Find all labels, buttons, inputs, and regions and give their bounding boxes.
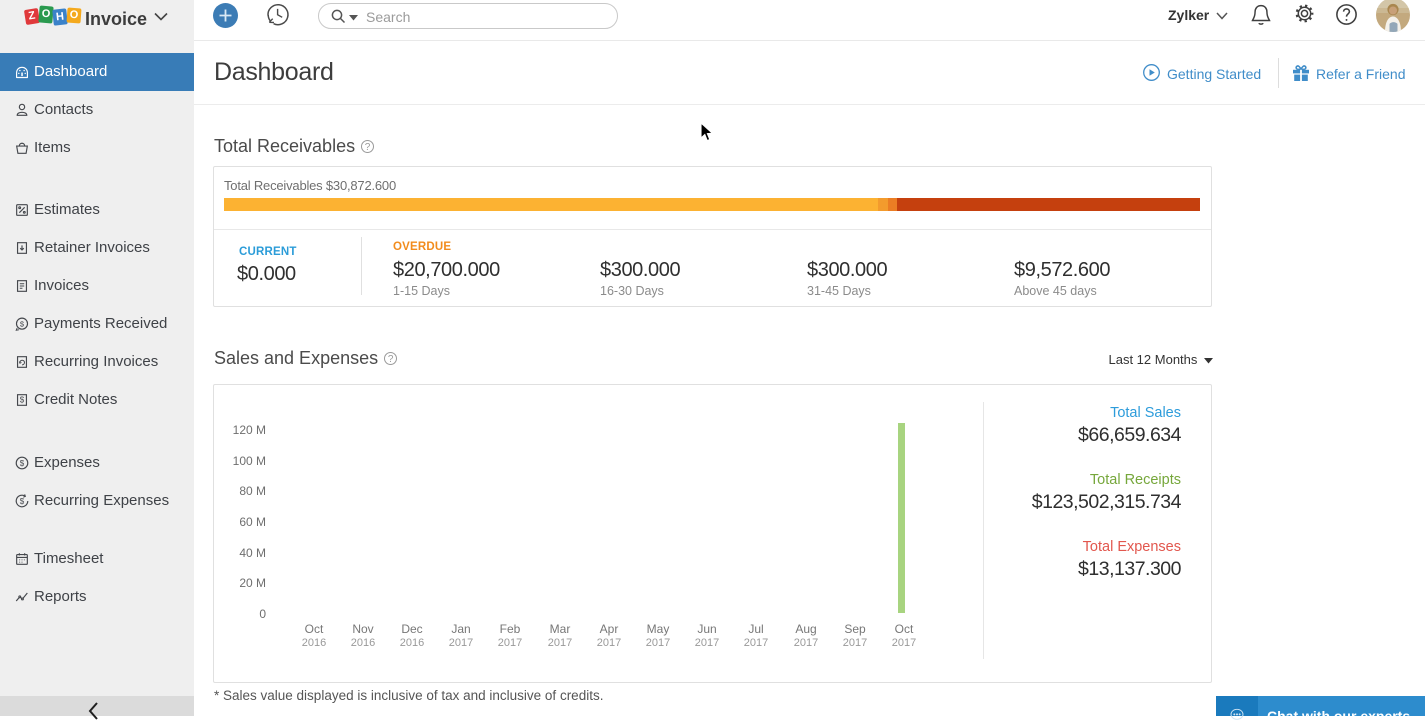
svg-text:$: $ [20, 497, 25, 506]
svg-text:$: $ [20, 396, 25, 405]
svg-text:$: $ [20, 459, 25, 468]
svg-text:$: $ [20, 319, 25, 328]
